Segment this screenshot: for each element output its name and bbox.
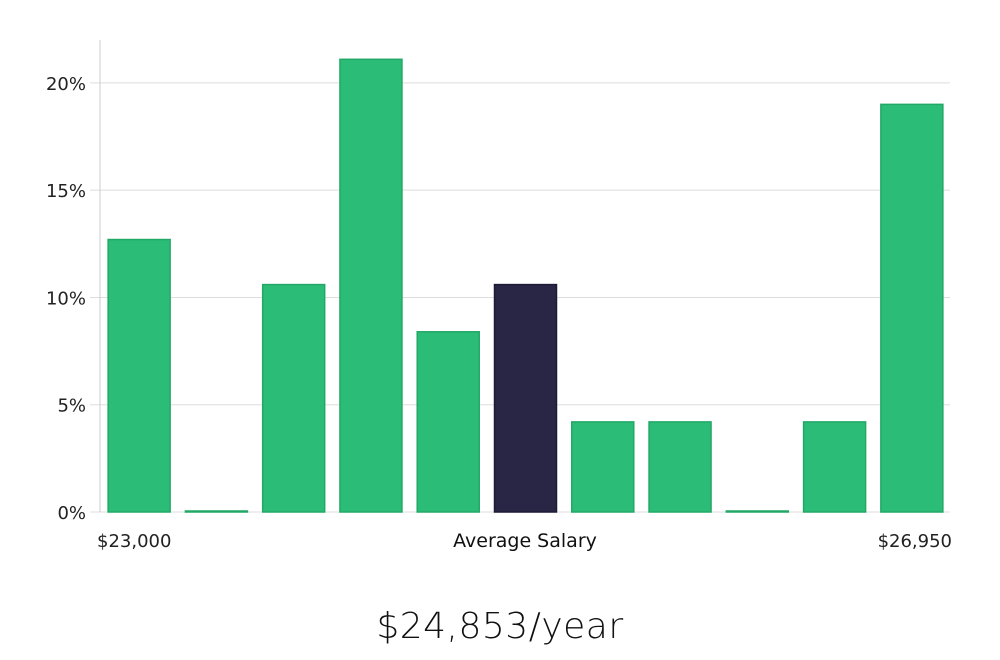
y-tick-label: 20% — [46, 74, 86, 95]
bar — [184, 510, 249, 513]
x-start-label: $23,000 — [97, 531, 171, 552]
y-tick-labels: 0% 5% 10% 15% 20% — [46, 74, 86, 524]
bar — [571, 421, 635, 513]
y-tick-label: 15% — [46, 181, 86, 202]
bar — [339, 58, 403, 513]
bar — [416, 331, 480, 513]
y-tick-label: 5% — [57, 396, 86, 417]
bar — [802, 421, 867, 513]
x-end-label: $26,950 — [878, 531, 952, 552]
x-axis-label: Average Salary — [453, 530, 597, 552]
y-tick-label: 10% — [46, 288, 86, 309]
bar — [107, 238, 171, 513]
bar-highlighted — [493, 283, 558, 513]
bar — [725, 510, 790, 513]
bars — [107, 58, 944, 513]
y-tick-label: 0% — [57, 503, 86, 524]
salary-histogram: 0% 5% 10% 15% 20% $23,000 Average Salary $26… — [46, 40, 952, 552]
bar — [648, 421, 712, 513]
bar — [261, 283, 326, 513]
average-salary-value: $24,853/year — [376, 606, 624, 647]
bar — [880, 103, 944, 513]
